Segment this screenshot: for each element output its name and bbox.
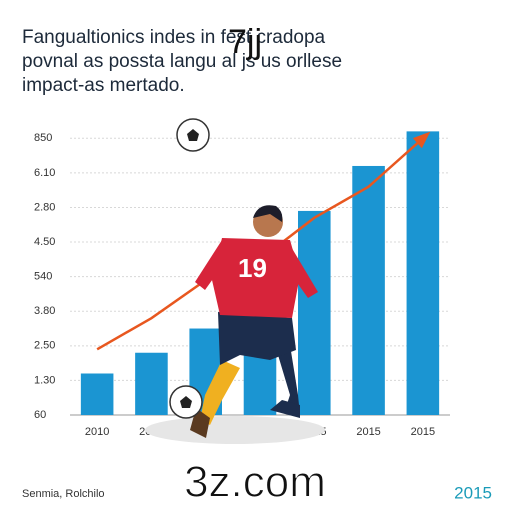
bar [406,131,440,415]
watermark: 3z.com [184,458,326,507]
bar [298,210,331,415]
trend-arrow [412,131,431,149]
bar [135,352,168,415]
svg-text:19: 19 [238,253,267,283]
title-line: povnal as possta langu al js us orllese [22,51,342,72]
player: 19 [190,205,318,438]
x-tick-label: 2015 [411,426,435,438]
y-tick-label: 2.50 [34,340,55,352]
y-tick-label: 60 [34,409,46,421]
y-tick-label: 850 [34,132,52,144]
x-tick-label: 2015 [356,426,380,438]
y-tick-label: 540 [34,271,52,283]
overlay-text: 7jj [228,23,262,61]
ball-patch [187,129,199,141]
x-tick-label: 2010 [85,426,109,438]
footer-source: Senmia, Rolchilo [22,488,105,500]
y-tick-label: 2.80 [34,201,55,213]
shadow [145,416,325,444]
y-tick-label: 4.50 [34,236,55,248]
y-tick-label: 1.30 [34,374,55,386]
title-line: Fangualtionics indes in fest cradopa [22,27,326,48]
footer-year: 2015 [454,483,492,502]
bar [80,373,114,415]
y-tick-label: 3.80 [34,305,55,317]
bar [352,165,385,415]
title-line: impact-as mertado. [22,75,185,96]
y-tick-label: 6.10 [34,167,55,179]
ball-patch [180,396,192,408]
